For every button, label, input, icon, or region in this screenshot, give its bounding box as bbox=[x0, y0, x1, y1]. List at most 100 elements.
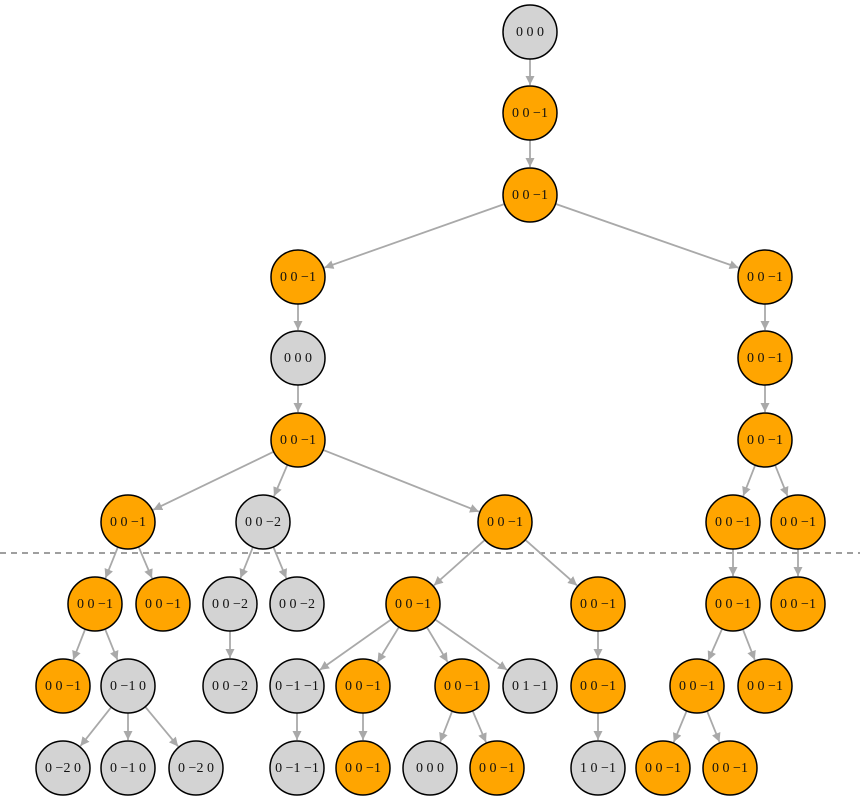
node-label: 0 0 −1 bbox=[679, 679, 715, 694]
node-circle bbox=[269, 740, 325, 796]
node-circle bbox=[270, 330, 326, 386]
node: 0 0 −1 bbox=[35, 658, 91, 714]
node: 0 0 −1 bbox=[502, 85, 558, 141]
node: 0 0 −1 bbox=[469, 740, 525, 796]
edge bbox=[79, 706, 112, 747]
node-circle bbox=[100, 494, 156, 550]
node-circle bbox=[269, 576, 325, 632]
node-circle bbox=[202, 658, 258, 714]
node-label: 0 0 −2 bbox=[212, 597, 248, 612]
edge bbox=[104, 628, 119, 661]
edge bbox=[471, 710, 487, 743]
node-label: 0 0 −2 bbox=[212, 679, 248, 694]
node-circle bbox=[669, 658, 725, 714]
node: 0 0 −2 bbox=[202, 658, 258, 714]
node-label: 0 −1 −1 bbox=[275, 679, 319, 694]
node: 0 0 −1 bbox=[737, 658, 793, 714]
node: 0 0 −1 bbox=[502, 167, 558, 223]
node-label: 0 0 −1 bbox=[715, 515, 751, 530]
node: 0 −1 −1 bbox=[269, 740, 325, 796]
node-circle bbox=[402, 740, 458, 796]
node-circle bbox=[770, 576, 826, 632]
node: 0 −1 0 bbox=[100, 658, 156, 714]
node-circle bbox=[385, 576, 441, 632]
node-label: 0 0 −1 bbox=[280, 270, 316, 285]
node: 0 0 −1 bbox=[477, 494, 533, 550]
edge bbox=[555, 203, 739, 270]
edge bbox=[239, 546, 254, 579]
node: 0 0 0 bbox=[502, 4, 558, 60]
node: 0 0 −1 bbox=[67, 576, 123, 632]
node: 0 0 −1 bbox=[335, 658, 391, 714]
node: 0 −2 0 bbox=[168, 740, 224, 796]
node-circle bbox=[100, 740, 156, 796]
edge bbox=[706, 710, 721, 743]
node-label: 0 0 −1 bbox=[580, 679, 616, 694]
node-circle bbox=[570, 740, 626, 796]
node-label: 0 0 −2 bbox=[279, 597, 315, 612]
node: 0 0 −1 bbox=[737, 412, 793, 468]
node-circle bbox=[67, 576, 123, 632]
node: 1 0 −1 bbox=[570, 740, 626, 796]
edge bbox=[137, 546, 153, 579]
node: 0 0 −1 bbox=[335, 740, 391, 796]
node: 0 1 −1 bbox=[502, 658, 558, 714]
node-circle bbox=[335, 658, 391, 714]
edge bbox=[433, 539, 486, 587]
node-label: 0 0 −1 bbox=[479, 761, 515, 776]
node-circle bbox=[737, 330, 793, 386]
node-circle bbox=[235, 494, 291, 550]
node-circle bbox=[705, 494, 761, 550]
node-circle bbox=[502, 85, 558, 141]
edge bbox=[104, 546, 119, 579]
node-label: 1 0 −1 bbox=[580, 761, 616, 776]
node-label: 0 0 −1 bbox=[512, 188, 548, 203]
node: 0 0 −1 bbox=[737, 249, 793, 305]
node-label: 0 −2 0 bbox=[45, 761, 81, 776]
edge bbox=[273, 464, 289, 497]
node-circle bbox=[570, 576, 626, 632]
node-label: 0 0 −1 bbox=[345, 761, 381, 776]
node-label: 0 0 0 bbox=[516, 25, 544, 40]
node-label: 0 0 0 bbox=[284, 351, 312, 366]
node-circle bbox=[702, 740, 758, 796]
node-label: 0 0 −1 bbox=[145, 597, 181, 612]
node: 0 0 −1 bbox=[270, 249, 326, 305]
node: 0 0 0 bbox=[402, 740, 458, 796]
node-circle bbox=[335, 740, 391, 796]
node: 0 0 −1 bbox=[770, 576, 826, 632]
node: 0 0 −1 bbox=[770, 494, 826, 550]
node: 0 0 −1 bbox=[705, 576, 761, 632]
node-circle bbox=[502, 167, 558, 223]
node-circle bbox=[135, 576, 191, 632]
node: 0 0 −1 bbox=[100, 494, 156, 550]
node-label: 0 0 −1 bbox=[77, 597, 113, 612]
node-circle bbox=[35, 740, 91, 796]
edge bbox=[322, 449, 480, 513]
node-label: 0 0 −1 bbox=[645, 761, 681, 776]
node-label: 0 0 −1 bbox=[512, 106, 548, 121]
node: 0 0 −2 bbox=[202, 576, 258, 632]
node: 0 0 0 bbox=[270, 330, 326, 386]
edge bbox=[439, 710, 454, 743]
node: 0 0 −1 bbox=[669, 658, 725, 714]
node-label: 0 0 −1 bbox=[110, 515, 146, 530]
node-label: 0 0 −1 bbox=[45, 679, 81, 694]
node-circle bbox=[168, 740, 224, 796]
edge bbox=[524, 539, 578, 587]
node-label: 0 0 −2 bbox=[245, 515, 281, 530]
edge bbox=[672, 710, 688, 743]
node-label: 0 0 −1 bbox=[780, 597, 816, 612]
node-label: 0 0 −1 bbox=[780, 515, 816, 530]
edge bbox=[741, 628, 756, 661]
node-label: 0 0 −1 bbox=[747, 351, 783, 366]
edge bbox=[152, 450, 275, 511]
node-label: 0 0 −1 bbox=[747, 270, 783, 285]
node-label: 0 −1 0 bbox=[110, 679, 146, 694]
edge bbox=[707, 628, 723, 661]
node: 0 0 −1 bbox=[135, 576, 191, 632]
node-circle bbox=[35, 658, 91, 714]
node-circle bbox=[502, 4, 558, 60]
node: 0 −1 0 bbox=[100, 740, 156, 796]
